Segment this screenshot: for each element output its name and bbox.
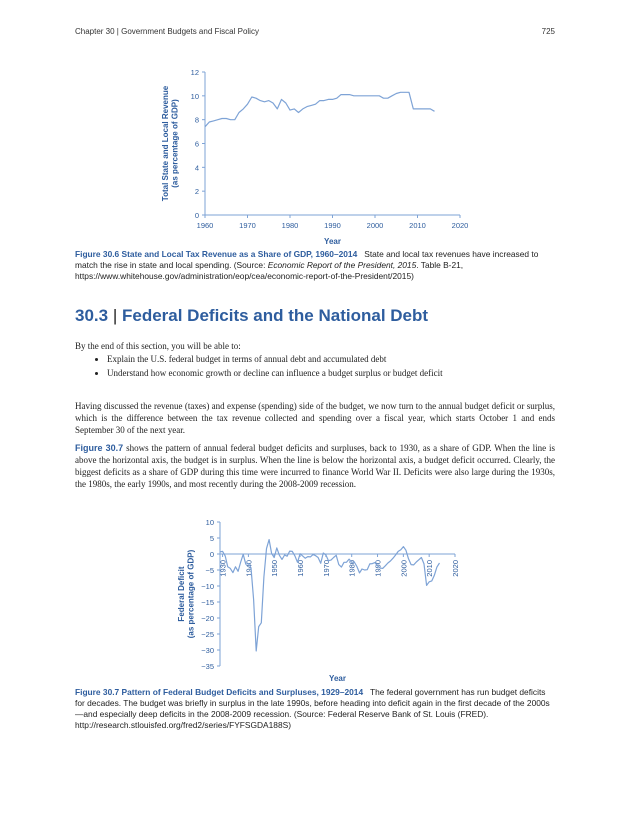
- figure-30-7-link[interactable]: Figure 30.7: [75, 443, 124, 453]
- figure-30-6-source-italic: Economic Report of the President, 2015: [267, 260, 417, 270]
- chart-federal-deficit: 10 5 0 −5 −10 −15 −20 −25 −30 −35 1930 1940 1950 1960…: [177, 518, 460, 683]
- x-tick-label: 2000: [399, 560, 408, 577]
- x-tick-label: 1980: [348, 560, 357, 577]
- y-tick-label: −15: [201, 598, 214, 607]
- y-tick-label: −10: [201, 582, 214, 591]
- y-tick-label: 5: [210, 534, 214, 543]
- series-line: [204, 91, 435, 128]
- y-tick-label: −20: [201, 614, 214, 623]
- x-tick-label: 2020: [452, 221, 469, 230]
- chart-state-local-revenue: 0 2 4 6 8 10 12 1960 1970 1980 1990 2000 2010 2020 Yea…: [161, 68, 469, 246]
- paragraph-deficit-pattern: Figure 30.7 shows the pattern of annual …: [75, 442, 555, 490]
- y-axis-label: Federal Deficit: [177, 566, 186, 621]
- y-axis-label: (as percentage of GDP): [171, 99, 180, 188]
- section-heading: 30.3 | Federal Deficits and the National…: [75, 306, 428, 326]
- x-tick-label: 1960: [197, 221, 214, 230]
- objectives-list: Explain the U.S. federal budget in terms…: [75, 352, 587, 380]
- y-tick-label: −25: [201, 630, 214, 639]
- y-axis-label: Total State and Local Revenue: [161, 85, 170, 201]
- y-tick-label: −35: [201, 662, 214, 671]
- x-tick-label: 1960: [296, 560, 305, 577]
- figure-30-6-label: Figure 30.6 State and Local Tax Revenue …: [75, 249, 358, 259]
- paragraph-deficit-intro: Having discussed the revenue (taxes) and…: [75, 401, 555, 435]
- x-axis-label: Year: [324, 237, 341, 246]
- y-tick-label: 0: [195, 211, 199, 220]
- running-header-chapter: Chapter 30 | Government Budgets and Fisc…: [75, 27, 259, 36]
- x-tick-label: 1990: [374, 560, 383, 577]
- y-tick-label: −30: [201, 646, 214, 655]
- x-tick-label: 1930: [219, 560, 228, 577]
- y-tick-label: 4: [195, 163, 199, 172]
- y-tick-label: 12: [191, 68, 199, 77]
- y-tick-label: −5: [205, 566, 214, 575]
- x-axis-label: Year: [329, 674, 346, 683]
- x-tick-label: 1950: [270, 560, 279, 577]
- paragraph-deficit-pattern-text: shows the pattern of annual federal budg…: [75, 443, 555, 489]
- x-tick-label: 2000: [367, 221, 384, 230]
- figure-30-7-text: The federal government has run budget de…: [75, 687, 550, 730]
- y-tick-label: 10: [206, 518, 214, 527]
- objective-item: Understand how economic growth or declin…: [107, 366, 587, 380]
- y-tick-label: 6: [195, 140, 199, 149]
- figure-30-6-text-2: . Table B-21, https://www.whitehouse.gov…: [75, 260, 464, 281]
- y-tick-label: 8: [195, 116, 199, 125]
- objectives-intro: By the end of this section, you will be …: [75, 341, 241, 351]
- y-axis-label: (as percentage of GDP): [187, 549, 196, 638]
- figure-30-7-label: Figure 30.7 Pattern of Federal Budget De…: [75, 687, 364, 697]
- y-tick-label: 0: [210, 550, 214, 559]
- x-tick-label: 2010: [409, 221, 426, 230]
- figure-30-6-caption: Figure 30.6 State and Local Tax Revenue …: [75, 249, 555, 282]
- y-tick-label: 10: [191, 92, 199, 101]
- x-tick-label: 1990: [324, 221, 341, 230]
- y-tick-label: 2: [195, 187, 199, 196]
- series-line: [219, 539, 441, 652]
- x-tick-label: 1970: [322, 560, 331, 577]
- x-tick-label: 2020: [451, 560, 460, 577]
- section-title: Federal Deficits and the National Debt: [121, 306, 429, 325]
- section-separator: |: [112, 306, 118, 325]
- x-tick-label: 2010: [425, 560, 434, 577]
- figure-30-6-text-1: State and local tax revenues have increa…: [75, 249, 539, 270]
- section-number: 30.3: [75, 306, 109, 325]
- x-tick-label: 1980: [282, 221, 299, 230]
- page-number: 725: [541, 27, 555, 36]
- figure-30-7-caption: Figure 30.7 Pattern of Federal Budget De…: [75, 687, 555, 731]
- x-tick-label: 1940: [244, 560, 253, 577]
- x-tick-label: 1970: [239, 221, 256, 230]
- objective-item: Explain the U.S. federal budget in terms…: [107, 352, 587, 366]
